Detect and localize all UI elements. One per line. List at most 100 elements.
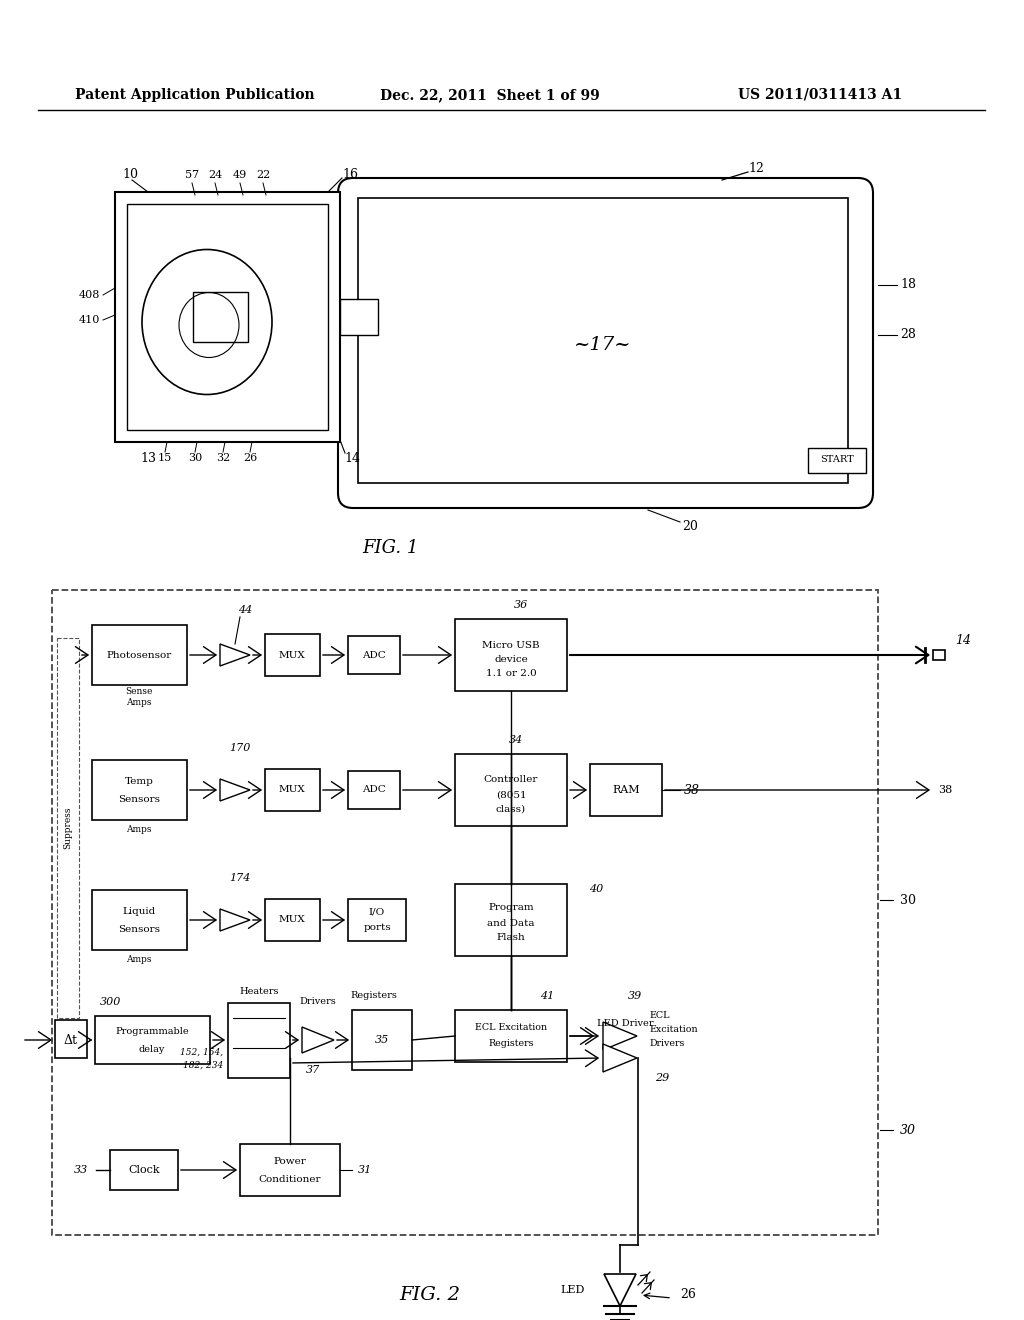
Text: MUX: MUX	[279, 651, 305, 660]
Bar	[92, 760, 187, 820]
Text: class): class)	[496, 804, 526, 813]
Text: FIG. 2: FIG. 2	[399, 1286, 461, 1304]
Text: MUX: MUX	[279, 785, 305, 795]
Text: 182, 234: 182, 234	[182, 1060, 223, 1069]
Text: LED: LED	[560, 1284, 585, 1295]
Polygon shape	[220, 779, 250, 801]
Text: Micro USB: Micro USB	[482, 640, 540, 649]
Text: START: START	[820, 455, 854, 465]
Bar	[265, 634, 319, 676]
Text: 174: 174	[229, 873, 251, 883]
Text: 408: 408	[79, 290, 100, 300]
Text: Sense
Amps: Sense Amps	[125, 688, 153, 706]
Text: delay: delay	[139, 1044, 165, 1053]
Text: 410: 410	[79, 315, 100, 325]
Text: FIG. 1: FIG. 1	[361, 539, 418, 557]
Text: Registers: Registers	[488, 1040, 534, 1048]
Text: Controller: Controller	[483, 776, 539, 784]
Polygon shape	[302, 1027, 334, 1053]
Text: Flash: Flash	[497, 932, 525, 941]
Bar	[55, 1020, 87, 1059]
Text: RAM: RAM	[612, 785, 640, 795]
Text: 36: 36	[514, 601, 528, 610]
Text: 57: 57	[185, 170, 199, 180]
Bar	[265, 770, 319, 810]
Bar	[340, 300, 378, 335]
Bar	[358, 198, 848, 483]
Text: I/O: I/O	[369, 908, 385, 916]
Text: 13: 13	[140, 451, 156, 465]
Text: Patent Application Publication: Patent Application Publication	[75, 88, 314, 102]
Text: Suppress: Suppress	[63, 807, 73, 849]
Text: Sensors: Sensors	[118, 924, 160, 933]
Text: 44: 44	[238, 605, 252, 615]
Text: Conditioner: Conditioner	[259, 1175, 322, 1184]
Text: 14: 14	[344, 451, 360, 465]
Text: Sensors: Sensors	[118, 795, 160, 804]
Bar	[95, 1016, 210, 1064]
Text: 152, 154,: 152, 154,	[180, 1048, 223, 1056]
Bar	[92, 624, 187, 685]
Polygon shape	[604, 1274, 636, 1305]
Text: MUX: MUX	[279, 916, 305, 924]
Bar	[455, 884, 567, 956]
Text: Amps: Amps	[126, 956, 152, 965]
Text: 1.1 or 2.0: 1.1 or 2.0	[485, 668, 537, 677]
Bar	[115, 191, 340, 442]
Bar	[455, 1010, 567, 1063]
Bar	[52, 590, 878, 1236]
Text: 24: 24	[208, 170, 222, 180]
Bar	[265, 899, 319, 941]
Text: 38: 38	[684, 784, 700, 796]
Bar	[348, 771, 400, 809]
Text: Drivers: Drivers	[300, 998, 336, 1006]
Text: and Data: and Data	[487, 919, 535, 928]
FancyBboxPatch shape	[338, 178, 873, 508]
Text: Amps: Amps	[126, 825, 152, 834]
Text: 40: 40	[589, 884, 603, 894]
Bar	[127, 205, 328, 430]
Bar	[110, 1150, 178, 1191]
Text: (8051: (8051	[496, 791, 526, 800]
Polygon shape	[220, 644, 250, 667]
Text: 30: 30	[187, 453, 202, 463]
Text: 28: 28	[900, 329, 915, 342]
Polygon shape	[220, 909, 250, 931]
Text: Δt: Δt	[63, 1034, 78, 1047]
Text: 26: 26	[680, 1288, 696, 1302]
Text: ports: ports	[364, 924, 391, 932]
Text: Temp: Temp	[125, 776, 154, 785]
Text: 49: 49	[232, 170, 247, 180]
Text: 35: 35	[375, 1035, 389, 1045]
Bar	[348, 636, 400, 675]
Bar	[352, 1010, 412, 1071]
Text: 16: 16	[342, 169, 358, 181]
Polygon shape	[603, 1044, 637, 1072]
Text: ECL Excitation: ECL Excitation	[475, 1023, 547, 1032]
Bar	[348, 899, 406, 941]
Text: 300: 300	[100, 997, 122, 1007]
Text: Heaters: Heaters	[240, 986, 279, 995]
Text: Liquid: Liquid	[123, 907, 156, 916]
Polygon shape	[603, 1022, 637, 1049]
Bar	[57, 638, 79, 1018]
Text: US 2011/0311413 A1: US 2011/0311413 A1	[738, 88, 902, 102]
Text: Dec. 22, 2011  Sheet 1 of 99: Dec. 22, 2011 Sheet 1 of 99	[380, 88, 600, 102]
Text: 170: 170	[229, 743, 251, 752]
Text: Excitation: Excitation	[650, 1026, 698, 1035]
Bar	[455, 754, 567, 826]
Text: 29: 29	[655, 1073, 669, 1082]
Text: 10: 10	[122, 169, 138, 181]
Text: Program: Program	[488, 903, 534, 912]
Bar	[228, 1003, 290, 1078]
Bar	[193, 292, 248, 342]
Text: Drivers: Drivers	[650, 1040, 685, 1048]
Bar	[933, 649, 945, 660]
Text: 34: 34	[509, 735, 523, 744]
Bar	[92, 890, 187, 950]
Text: 31: 31	[358, 1166, 373, 1175]
Text: Clock: Clock	[128, 1166, 160, 1175]
Text: 33: 33	[74, 1166, 88, 1175]
Text: 38: 38	[938, 785, 952, 795]
Text: 20: 20	[682, 520, 698, 533]
